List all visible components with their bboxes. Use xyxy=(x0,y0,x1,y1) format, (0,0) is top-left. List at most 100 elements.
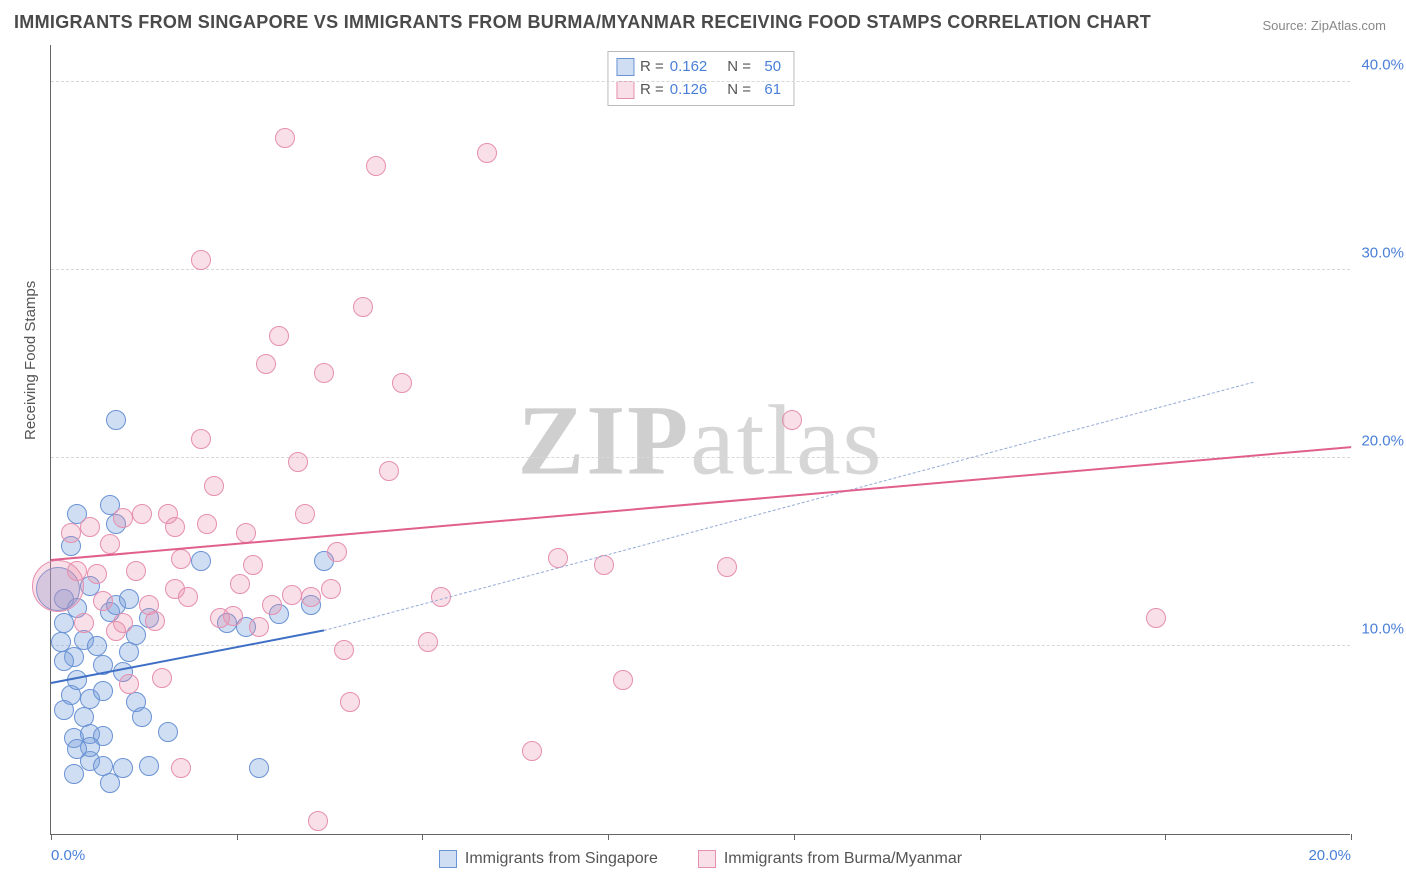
data-point xyxy=(379,461,399,481)
x-tick xyxy=(608,834,609,840)
x-tick xyxy=(1165,834,1166,840)
data-point xyxy=(87,564,107,584)
data-point xyxy=(80,517,100,537)
x-tick xyxy=(237,834,238,840)
data-point xyxy=(204,476,224,496)
x-tick xyxy=(980,834,981,840)
data-point xyxy=(1146,608,1166,628)
data-point xyxy=(132,504,152,524)
gridline xyxy=(51,81,1350,82)
data-point xyxy=(158,722,178,742)
data-point xyxy=(308,811,328,831)
x-tick xyxy=(51,834,52,840)
data-point xyxy=(327,542,347,562)
data-point xyxy=(269,326,289,346)
legend-n-value: 50 xyxy=(757,56,781,79)
data-point xyxy=(366,156,386,176)
legend-r-value: 0.162 xyxy=(670,56,708,79)
data-point xyxy=(782,410,802,430)
data-point xyxy=(106,410,126,430)
data-point xyxy=(522,741,542,761)
data-point xyxy=(288,452,308,472)
x-tick xyxy=(1351,834,1352,840)
data-point xyxy=(165,517,185,537)
data-point xyxy=(314,363,334,383)
legend-n-label: N = xyxy=(727,79,751,102)
trend-line xyxy=(51,446,1351,561)
legend-item: Immigrants from Singapore xyxy=(439,850,658,868)
data-point xyxy=(321,579,341,599)
data-point xyxy=(295,504,315,524)
data-point xyxy=(477,143,497,163)
data-point xyxy=(126,692,146,712)
data-point xyxy=(230,574,250,594)
y-tick-label: 30.0% xyxy=(1361,244,1404,261)
legend-n-label: N = xyxy=(727,56,751,79)
data-point xyxy=(191,429,211,449)
data-point xyxy=(249,758,269,778)
data-point xyxy=(171,549,191,569)
gridline xyxy=(51,269,1350,270)
data-point xyxy=(301,587,321,607)
legend-r-value: 0.126 xyxy=(670,79,708,102)
data-point xyxy=(418,632,438,652)
legend-swatch xyxy=(616,81,634,99)
data-point xyxy=(51,632,71,652)
data-point xyxy=(171,758,191,778)
series-legend: Immigrants from Singapore Immigrants from… xyxy=(51,850,1350,868)
legend-swatch xyxy=(698,850,716,868)
legend-row: R = 0.162 N = 50 xyxy=(616,56,781,79)
data-point xyxy=(119,589,139,609)
data-point xyxy=(54,700,74,720)
x-tick xyxy=(794,834,795,840)
data-point xyxy=(74,613,94,633)
legend-r-label: R = xyxy=(640,56,664,79)
data-point xyxy=(126,561,146,581)
legend-series-label: Immigrants from Singapore xyxy=(465,850,658,868)
source-link[interactable]: ZipAtlas.com xyxy=(1311,18,1386,33)
data-point xyxy=(717,557,737,577)
data-point xyxy=(256,354,276,374)
data-point xyxy=(152,668,172,688)
watermark: ZIPatlas xyxy=(518,382,884,497)
data-point xyxy=(93,591,113,611)
x-tick-label: 20.0% xyxy=(1308,847,1351,864)
chart-title: IMMIGRANTS FROM SINGAPORE VS IMMIGRANTS … xyxy=(14,12,1151,33)
data-point xyxy=(67,561,87,581)
data-point xyxy=(353,297,373,317)
x-tick-label: 0.0% xyxy=(51,847,85,864)
data-point xyxy=(54,651,74,671)
data-point xyxy=(100,773,120,793)
x-tick xyxy=(422,834,423,840)
data-point xyxy=(197,514,217,534)
data-point xyxy=(243,555,263,575)
data-point xyxy=(191,551,211,571)
data-point xyxy=(165,579,185,599)
watermark-light: atlas xyxy=(690,384,883,495)
data-point xyxy=(236,523,256,543)
data-point xyxy=(67,739,87,759)
legend-swatch xyxy=(439,850,457,868)
data-point xyxy=(64,764,84,784)
data-point xyxy=(249,617,269,637)
y-tick-label: 40.0% xyxy=(1361,56,1404,73)
y-tick-label: 20.0% xyxy=(1361,432,1404,449)
data-point xyxy=(334,640,354,660)
data-point xyxy=(100,534,120,554)
source-attribution: Source: ZipAtlas.com xyxy=(1262,18,1386,33)
data-point xyxy=(113,613,133,633)
data-point xyxy=(191,250,211,270)
scatter-plot-area: ZIPatlas R =0.162N =50R =0.126N =61 Immi… xyxy=(50,45,1350,835)
data-point xyxy=(210,608,230,628)
gridline xyxy=(51,457,1350,458)
data-point xyxy=(87,636,107,656)
y-tick-label: 10.0% xyxy=(1361,620,1404,637)
source-label: Source: xyxy=(1262,18,1310,33)
legend-item: Immigrants from Burma/Myanmar xyxy=(698,850,962,868)
legend-r-label: R = xyxy=(640,79,664,102)
legend-row: R =0.126N =61 xyxy=(616,79,781,102)
y-axis-label: Receiving Food Stamps xyxy=(22,281,39,440)
data-point xyxy=(262,595,282,615)
data-point xyxy=(61,523,81,543)
legend-series-label: Immigrants from Burma/Myanmar xyxy=(724,850,962,868)
